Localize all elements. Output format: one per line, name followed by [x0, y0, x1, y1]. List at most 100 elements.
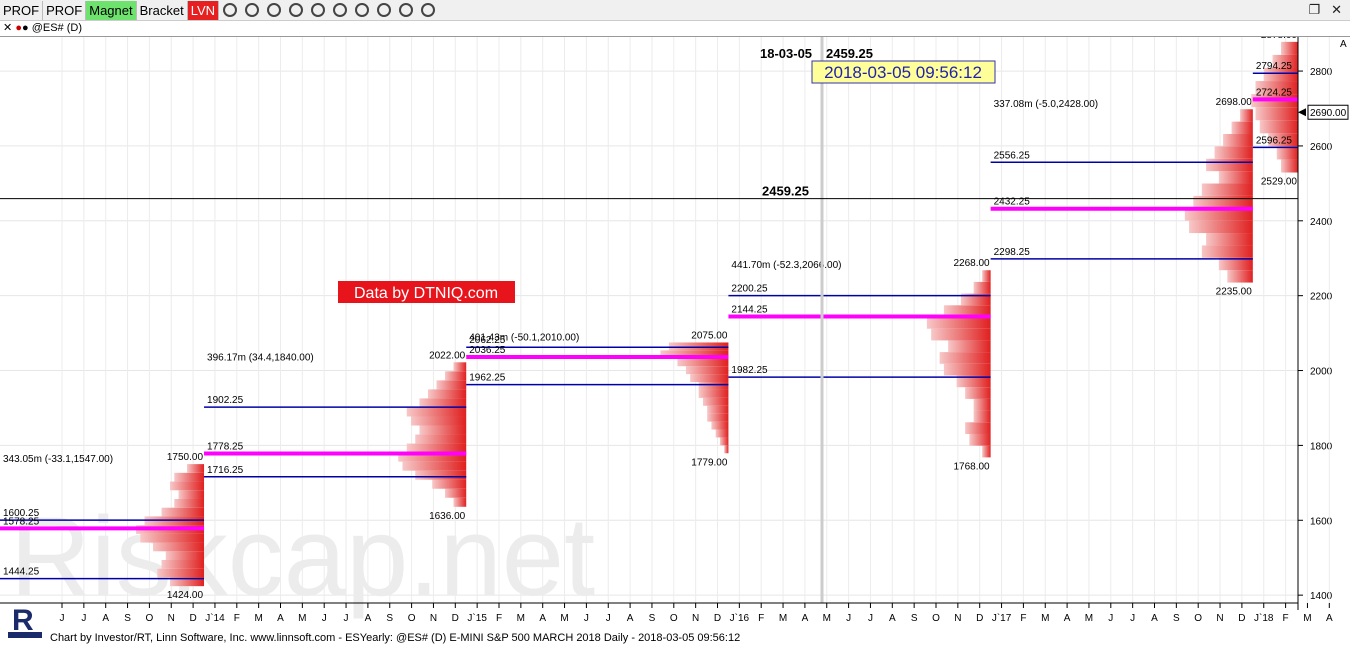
magnet-button[interactable]: Magnet: [86, 0, 137, 20]
x-tick-label: F: [1283, 613, 1289, 624]
profile-bar: [973, 398, 991, 411]
x-tick-label: J`18: [1254, 612, 1274, 624]
window-controls[interactable]: ❐ ✕: [1308, 2, 1342, 17]
tool-icon[interactable]: [355, 3, 370, 17]
profile-bar: [1206, 233, 1253, 246]
x-tick-label: J`17: [992, 612, 1012, 624]
low-label: 1768.00: [953, 461, 990, 472]
x-tick-label: J: [1130, 613, 1135, 624]
watermark: Riskcap.net: [10, 494, 595, 619]
poc-label: 2036.25: [469, 345, 506, 356]
low-label: 1636.00: [429, 511, 466, 522]
tool-icon[interactable]: [399, 3, 414, 17]
low-label: 2235.00: [1216, 287, 1253, 298]
lvn-button[interactable]: LVN: [187, 0, 220, 20]
profile-bar: [406, 407, 467, 417]
vah-label: 2794.25: [1256, 61, 1293, 72]
high-label: 2022.00: [429, 350, 466, 361]
poc-label: 1578.25: [3, 516, 40, 527]
x-tick-label: J`16: [730, 612, 750, 624]
data-label: Data by DTNIQ.com: [354, 285, 498, 302]
last-price-box: [1307, 104, 1349, 120]
profile-bar: [939, 352, 991, 364]
symbol[interactable]: @ES# (D): [31, 22, 83, 34]
tool-icon[interactable]: [333, 3, 348, 17]
bracket-button[interactable]: Bracket: [137, 0, 188, 20]
profile-bar: [406, 443, 467, 453]
profile-bar: [973, 410, 991, 423]
poc-label: 1778.25: [207, 442, 244, 453]
low-label: 1424.00: [167, 590, 204, 601]
tool-icon[interactable]: [267, 3, 282, 17]
y-tick-label: 2800: [1310, 67, 1333, 78]
x-tick-label: A: [1064, 613, 1071, 624]
footer: Chart by Investor/RT, Linn Software, Inc…: [50, 632, 741, 644]
x-tick-label: F: [1020, 613, 1026, 624]
profile-stats: 343.05m (-33.1,1547.00): [3, 454, 113, 465]
profile-bar: [685, 366, 729, 375]
x-tick-label: A: [627, 613, 634, 624]
tool-icon[interactable]: [245, 3, 260, 17]
profile-bar: [943, 363, 991, 376]
profile-bar: [1281, 159, 1298, 173]
profile-bar: [690, 374, 729, 383]
poc-label: 2724.25: [1256, 87, 1293, 98]
x-tick-label: O: [1194, 613, 1202, 624]
profile-bar: [140, 533, 205, 543]
x-tick-label: M: [1303, 613, 1311, 624]
val-label: 2298.25: [994, 247, 1031, 258]
profile-bar: [415, 434, 467, 444]
x-tick-label: M: [254, 613, 262, 624]
profile-bar: [1223, 134, 1253, 147]
profile-bar: [174, 472, 205, 482]
x-tick-label: M: [1041, 613, 1049, 624]
profile-stats: 337.08m (-5.0,2428.00): [994, 99, 1099, 110]
y-tick-label: 1800: [1310, 441, 1333, 452]
x-tick-label: M: [779, 613, 787, 624]
profile-bar: [960, 293, 991, 306]
profile-bar: [1255, 107, 1298, 121]
profile-bar: [419, 398, 467, 408]
x-tick-label: A: [889, 613, 896, 624]
profile-bar: [711, 421, 729, 430]
profile-bar: [419, 425, 467, 435]
profile-bar: [1193, 195, 1253, 209]
tool-icon[interactable]: [223, 3, 238, 17]
vah-label: 2556.25: [994, 150, 1031, 161]
val-label: 1716.25: [207, 465, 244, 476]
x-tick-label: S: [124, 613, 131, 624]
x-tick-label: A: [365, 613, 372, 624]
x-tick-label: M: [298, 613, 306, 624]
profile-bar: [398, 452, 467, 462]
logo: R: [8, 604, 42, 638]
x-tick-label: J`14: [205, 612, 225, 624]
x-tick-label: N: [430, 613, 437, 624]
tool-icon[interactable]: [311, 3, 326, 17]
overlay: 2459.25 2459.25 2690.00: [0, 46, 1349, 200]
prof-button[interactable]: PROF: [0, 0, 44, 20]
profile-bar: [187, 464, 205, 473]
plot-area: [0, 37, 1298, 603]
profile-bar: [702, 397, 729, 406]
x-tick-label: N: [168, 613, 175, 624]
x-tick-label: D: [452, 613, 459, 624]
tool-icon[interactable]: [377, 3, 392, 17]
profile-bar: [157, 568, 205, 578]
prof-button[interactable]: PROF: [43, 0, 87, 20]
x-tick-label: A: [1151, 613, 1158, 624]
axis-scale-button[interactable]: A: [1340, 39, 1347, 50]
profile-bar: [1281, 41, 1298, 55]
profile-bar: [453, 362, 467, 372]
x-tick-label: A: [1326, 613, 1333, 624]
x-tick-label: J: [868, 613, 873, 624]
profile-bar: [965, 387, 991, 399]
profile-bar: [668, 342, 729, 351]
x-tick-label: A: [277, 613, 284, 624]
profile-bar: [660, 350, 729, 359]
low-label: 2529.00: [1261, 177, 1298, 188]
tool-icon[interactable]: [421, 3, 436, 17]
tool-icon[interactable]: [289, 3, 304, 17]
profile-bar: [1184, 208, 1253, 221]
